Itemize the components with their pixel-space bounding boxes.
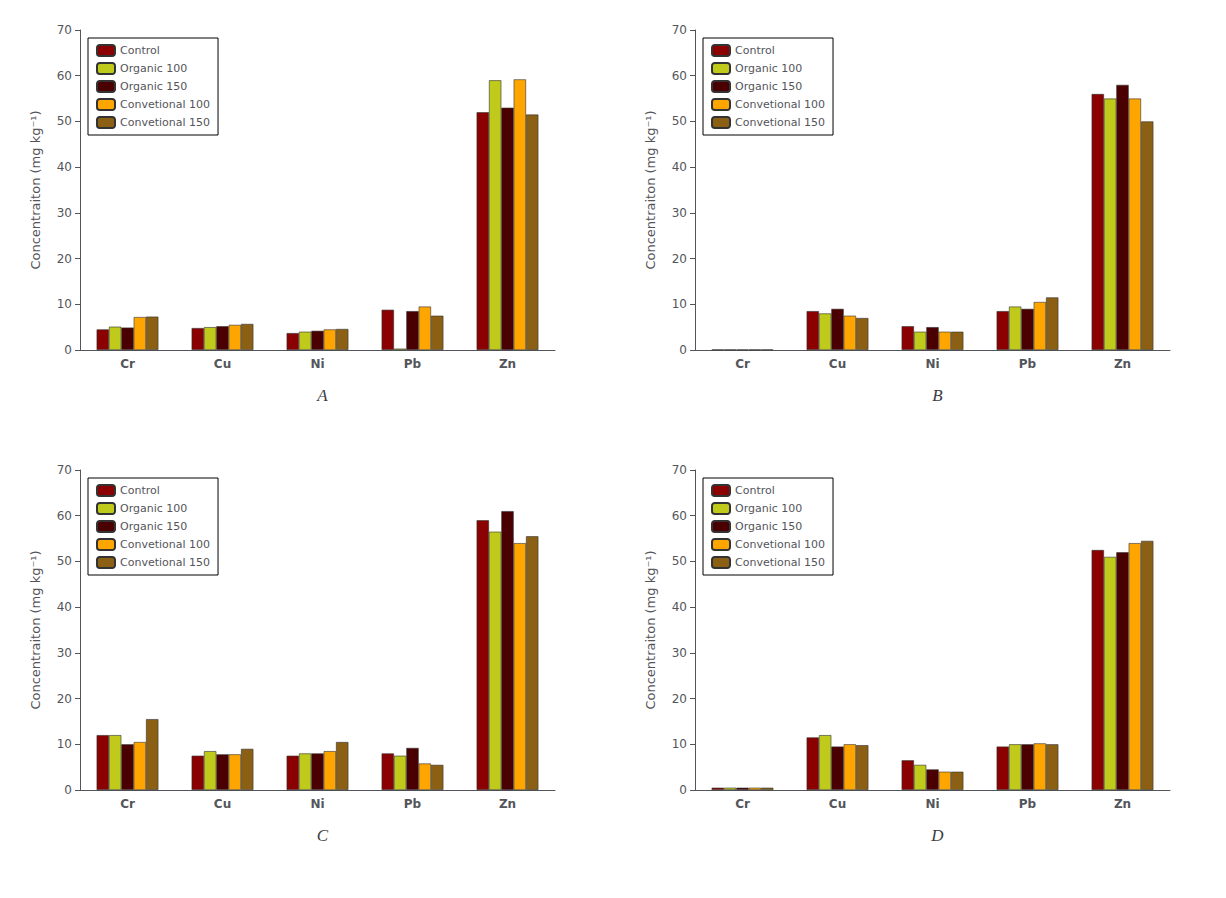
svg-text:0: 0 [679,783,687,797]
svg-text:Concentraiton (mg kg⁻¹): Concentraiton (mg kg⁻¹) [28,550,43,709]
svg-text:Concentraiton (mg kg⁻¹): Concentraiton (mg kg⁻¹) [643,550,658,709]
svg-text:Organic 150: Organic 150 [120,80,187,93]
svg-text:Cu: Cu [214,357,231,371]
svg-text:10: 10 [57,297,72,311]
svg-text:C: C [317,826,329,845]
svg-text:30: 30 [57,646,72,660]
svg-text:A: A [316,386,328,405]
svg-text:40: 40 [672,600,687,614]
svg-text:50: 50 [672,554,687,568]
svg-text:20: 20 [672,692,687,706]
svg-text:Convetional 100: Convetional 100 [735,98,825,111]
svg-text:Cr: Cr [735,357,750,371]
svg-text:60: 60 [672,69,687,83]
svg-text:50: 50 [57,554,72,568]
svg-text:Organic 150: Organic 150 [735,520,802,533]
svg-text:Convetional 100: Convetional 100 [120,538,210,551]
svg-text:0: 0 [64,783,72,797]
svg-text:40: 40 [57,160,72,174]
svg-text:Organic 150: Organic 150 [120,520,187,533]
svg-text:Organic 100: Organic 100 [120,62,187,75]
svg-text:Organic 100: Organic 100 [735,502,802,515]
svg-text:Ni: Ni [925,797,939,811]
svg-text:Concentraiton (mg kg⁻¹): Concentraiton (mg kg⁻¹) [28,110,43,269]
svg-text:Control: Control [120,484,160,497]
svg-text:Organic 100: Organic 100 [120,502,187,515]
svg-text:Control: Control [120,44,160,57]
svg-text:Zn: Zn [1114,357,1131,371]
svg-text:40: 40 [57,600,72,614]
svg-text:30: 30 [672,206,687,220]
svg-text:20: 20 [672,252,687,266]
svg-text:70: 70 [57,463,72,477]
svg-text:Pb: Pb [404,357,422,371]
svg-text:10: 10 [672,297,687,311]
svg-text:10: 10 [57,737,72,751]
svg-text:Pb: Pb [1019,357,1037,371]
svg-text:Convetional 150: Convetional 150 [120,556,210,569]
svg-text:Convetional 100: Convetional 100 [735,538,825,551]
svg-text:Organic 100: Organic 100 [735,62,802,75]
svg-text:Convetional 150: Convetional 150 [120,116,210,129]
svg-text:70: 70 [57,23,72,37]
svg-text:70: 70 [672,23,687,37]
svg-text:B: B [932,386,943,405]
svg-text:Convetional 150: Convetional 150 [735,556,825,569]
svg-text:20: 20 [57,692,72,706]
svg-text:Pb: Pb [1019,797,1037,811]
svg-text:Zn: Zn [499,797,516,811]
svg-text:D: D [930,826,944,845]
svg-text:Pb: Pb [404,797,422,811]
svg-text:Ni: Ni [310,357,324,371]
svg-text:0: 0 [64,343,72,357]
svg-text:Zn: Zn [1114,797,1131,811]
svg-text:Cr: Cr [735,797,750,811]
svg-text:Organic 150: Organic 150 [735,80,802,93]
svg-text:Cu: Cu [829,797,846,811]
svg-text:Control: Control [735,484,775,497]
svg-text:Ni: Ni [925,357,939,371]
svg-text:60: 60 [672,509,687,523]
svg-text:0: 0 [679,343,687,357]
svg-text:Convetional 100: Convetional 100 [120,98,210,111]
svg-text:30: 30 [672,646,687,660]
svg-text:Cu: Cu [829,357,846,371]
svg-text:Zn: Zn [499,357,516,371]
svg-text:Cr: Cr [120,357,135,371]
svg-text:Concentraiton (mg kg⁻¹): Concentraiton (mg kg⁻¹) [643,110,658,269]
svg-text:50: 50 [672,114,687,128]
svg-text:60: 60 [57,69,72,83]
svg-text:Cu: Cu [214,797,231,811]
svg-text:50: 50 [57,114,72,128]
svg-text:Control: Control [735,44,775,57]
svg-text:30: 30 [57,206,72,220]
svg-text:40: 40 [672,160,687,174]
svg-text:60: 60 [57,509,72,523]
svg-text:Convetional 150: Convetional 150 [735,116,825,129]
svg-text:Cr: Cr [120,797,135,811]
svg-text:70: 70 [672,463,687,477]
svg-text:10: 10 [672,737,687,751]
svg-text:Ni: Ni [310,797,324,811]
svg-text:20: 20 [57,252,72,266]
